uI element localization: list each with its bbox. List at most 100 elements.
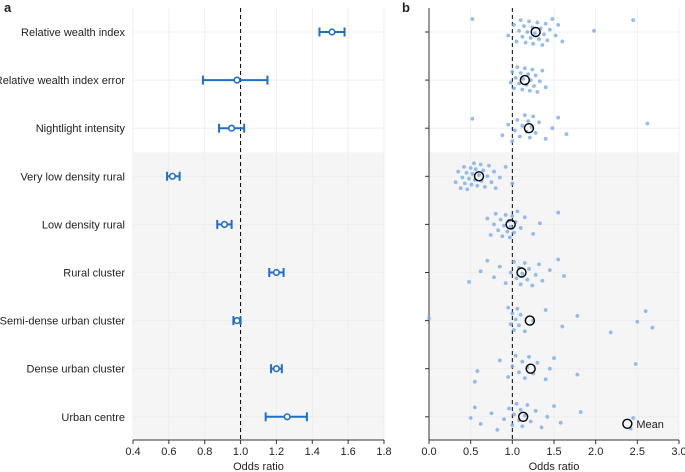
panel-b-x-ticks: 0.0 0.5 1.0 1.5 2.0 2.5 3.0 <box>421 31 685 458</box>
model-point <box>517 28 521 33</box>
model-point <box>631 416 636 420</box>
model-point <box>556 23 561 27</box>
model-point <box>521 77 526 81</box>
model-point <box>492 275 496 280</box>
panel-a-tick-label: 0.4 <box>125 446 140 458</box>
model-point <box>564 132 569 137</box>
category-label: Very low density rural <box>20 171 125 183</box>
mean-marker <box>523 122 535 134</box>
model-point <box>560 324 565 329</box>
panel-b-points <box>427 17 655 432</box>
model-point <box>512 23 516 27</box>
model-point <box>520 424 525 429</box>
mean-marker <box>519 74 531 86</box>
point-estimate <box>220 220 229 228</box>
model-point <box>517 81 521 86</box>
model-point <box>510 181 515 186</box>
model-point <box>518 282 523 287</box>
model-point <box>537 120 541 125</box>
estimate-with-ci <box>268 268 285 277</box>
model-point <box>635 319 640 324</box>
model-point <box>539 425 544 430</box>
model-point <box>542 32 546 37</box>
model-point <box>510 423 515 427</box>
model-point <box>633 362 638 366</box>
model-point <box>506 122 511 127</box>
panel-b-tick-label: 0.5 <box>463 446 478 458</box>
model-point <box>512 230 516 235</box>
model-point <box>643 309 648 314</box>
model-point <box>492 222 496 227</box>
estimate-with-ci <box>264 412 308 422</box>
model-point <box>481 168 486 173</box>
panel-b-tick-label: 2.0 <box>588 446 603 458</box>
model-point <box>508 224 513 229</box>
model-point <box>510 214 515 219</box>
model-point <box>489 411 494 416</box>
model-point <box>556 115 561 120</box>
model-point <box>522 215 527 220</box>
model-point <box>522 376 527 381</box>
model-point <box>552 356 556 360</box>
legend-mean-marker <box>622 418 633 429</box>
model-point <box>507 406 511 411</box>
panel-a-tick-label: 0.8 <box>197 446 212 458</box>
model-point <box>512 86 516 91</box>
model-point <box>503 164 508 169</box>
model-point <box>485 174 490 179</box>
model-point <box>488 233 493 237</box>
model-point <box>514 276 519 281</box>
mean-marker <box>516 267 527 278</box>
model-point <box>512 328 516 332</box>
model-point <box>469 182 474 187</box>
model-point <box>458 186 463 191</box>
model-point <box>535 90 540 94</box>
model-point <box>472 161 476 166</box>
model-point <box>489 180 494 185</box>
legend-mean-label: Mean <box>636 419 664 431</box>
model-point <box>512 412 516 417</box>
model-point <box>465 187 470 192</box>
model-point <box>503 213 508 217</box>
model-point <box>543 21 548 26</box>
model-point <box>502 223 506 228</box>
panel-b-x-axis-label: Odds ratio <box>529 461 580 472</box>
model-point <box>533 73 538 78</box>
model-point <box>530 283 535 288</box>
model-point <box>545 414 550 419</box>
estimate-with-ci <box>218 123 246 133</box>
model-point <box>533 408 538 413</box>
model-point <box>493 186 498 191</box>
model-point <box>482 185 487 189</box>
estimate-with-ci <box>166 171 181 181</box>
model-point <box>507 235 512 240</box>
model-point <box>485 258 490 263</box>
model-point <box>508 80 513 85</box>
model-point <box>560 39 565 44</box>
model-point <box>540 68 545 73</box>
model-point <box>514 39 519 44</box>
model-point <box>517 323 521 328</box>
model-point <box>608 330 613 335</box>
model-point <box>535 360 540 365</box>
model-point <box>522 329 527 334</box>
model-point <box>562 274 566 278</box>
model-point <box>464 170 469 175</box>
model-point <box>487 163 491 168</box>
model-point <box>497 358 502 363</box>
model-point <box>462 164 466 169</box>
model-point <box>552 404 556 409</box>
model-point <box>526 72 531 77</box>
panel-a-category-labels: Relative wealth index Relative wealth ind… <box>0 27 125 424</box>
model-point <box>522 413 527 418</box>
panel-b-letter: b <box>402 0 410 15</box>
model-point <box>520 123 525 128</box>
panel-a-tick-label: 1.4 <box>305 446 320 458</box>
panel-b-tick-label: 3.0 <box>671 446 685 458</box>
point-estimate <box>272 268 281 277</box>
model-point <box>526 119 531 124</box>
model-point <box>500 234 505 239</box>
mean-marker <box>473 171 485 182</box>
model-point <box>527 267 531 271</box>
